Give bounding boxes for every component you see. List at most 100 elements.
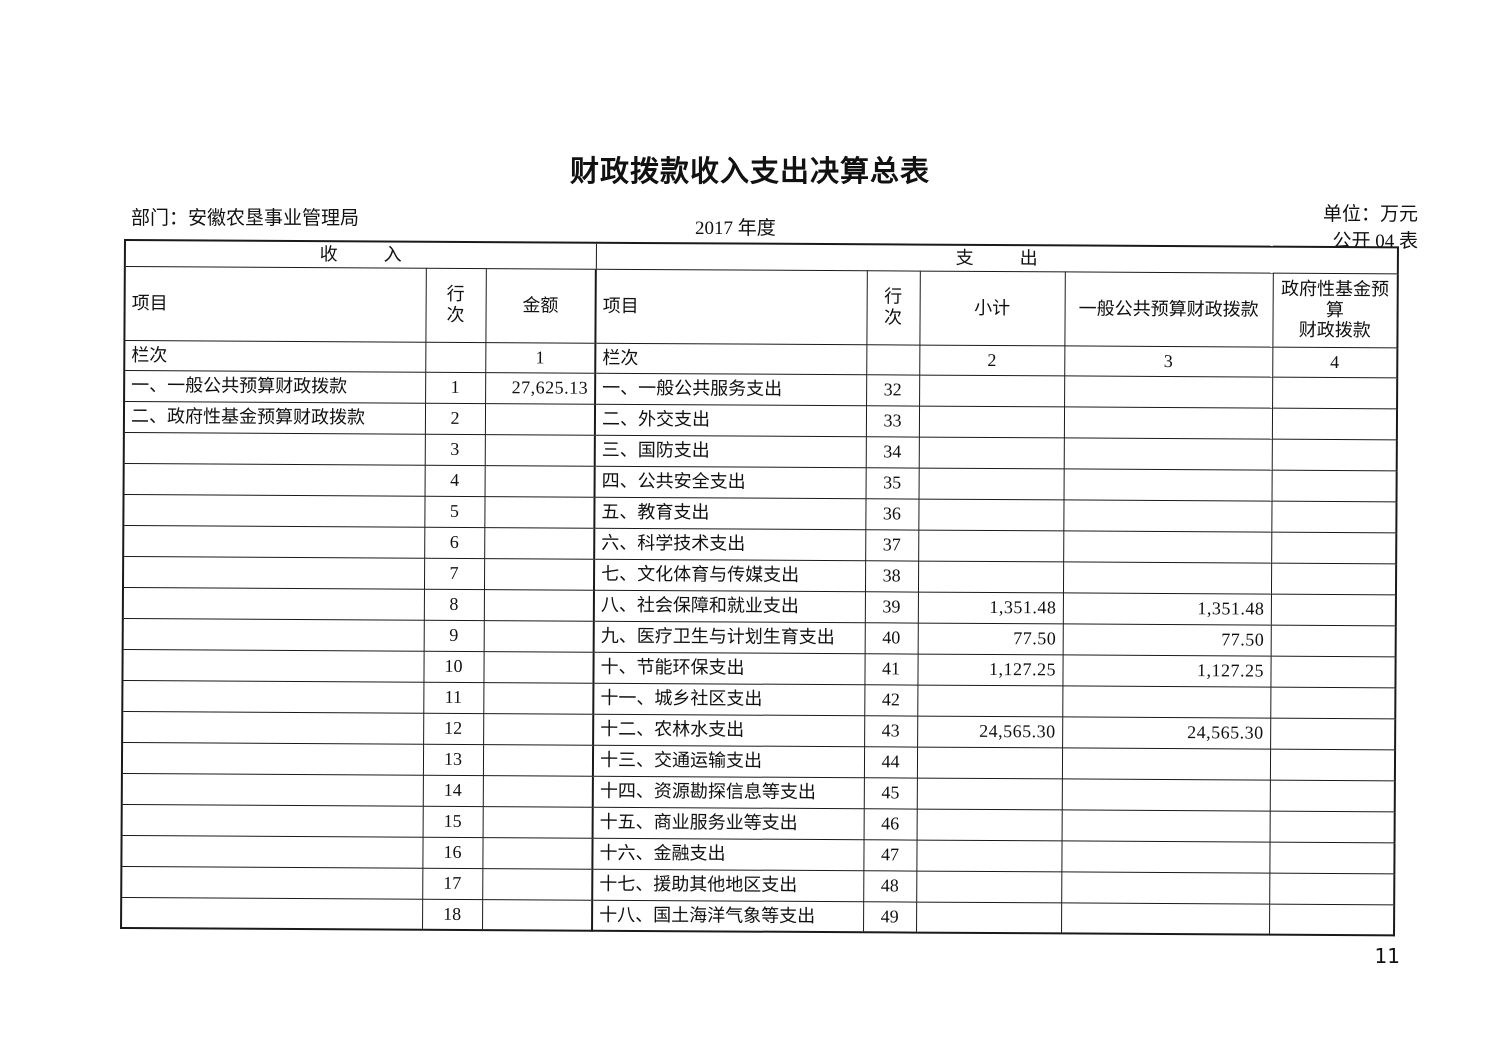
expenditure-general-value: [1063, 437, 1272, 470]
expenditure-subtotal-value: [918, 467, 1064, 500]
financial-statement-table: 收 入支 出项目行次金额 项目行次小计 一般公共预算财政拨款 政府性基金预算 财政拨款栏…: [120, 239, 1399, 936]
income-lanci-amount-index: 1: [485, 342, 596, 373]
income-item-label: [121, 896, 423, 930]
expenditure-general-value: [1062, 685, 1271, 718]
currency-unit-label: 单位：万元: [1322, 204, 1418, 225]
income-row-number: 4: [424, 464, 485, 497]
income-row-number: 11: [423, 681, 484, 714]
expenditure-general-value: [1061, 871, 1270, 904]
income-amount-value: [482, 899, 593, 931]
expenditure-item-label: 九、医疗卫生与计划生育支出: [593, 620, 865, 654]
expenditure-fund-value: [1269, 779, 1395, 812]
expenditure-subtotal-value: [916, 746, 1063, 779]
expenditure-item-label: 六、科学技术支出: [594, 527, 866, 561]
income-item-label: [122, 587, 424, 620]
expenditure-subtotal-value: [916, 808, 1062, 841]
expenditure-item-label: 十八、国土海洋气象等支出: [592, 899, 864, 933]
page-title: 财政拨款收入支出决算总表: [569, 154, 930, 188]
expenditure-item-label: 二、外交支出: [594, 403, 867, 437]
expenditure-col-subtotal-header: 小计: [919, 270, 1065, 346]
expenditure-fund-value: [1271, 531, 1397, 564]
expenditure-col-rownum-header: 行次: [866, 270, 920, 345]
expenditure-fund-value: [1272, 376, 1398, 409]
expenditure-item-label: 十一、城乡社区支出: [593, 682, 865, 716]
expenditure-general-value: [1063, 406, 1273, 439]
expenditure-general-value: [1061, 778, 1270, 811]
expenditure-row-number: 35: [865, 467, 919, 499]
income-row-number: 13: [422, 743, 484, 776]
expenditure-row-number: 34: [865, 436, 919, 468]
income-item-label: [121, 865, 423, 899]
income-amount-value: [482, 744, 594, 776]
expenditure-general-value: 1,127.25: [1062, 654, 1271, 687]
expenditure-row-number: 37: [865, 529, 919, 561]
expenditure-row-number: 40: [864, 622, 918, 654]
income-row-number: 5: [424, 495, 485, 528]
expenditure-general-value: [1064, 375, 1273, 408]
expenditure-fund-value: [1269, 903, 1395, 936]
expenditure-col-fund-header: 政府性基金预算 财政拨款: [1272, 272, 1398, 348]
expenditure-general-value: [1061, 809, 1270, 842]
income-amount-value: [483, 713, 594, 745]
expenditure-row-number: 32: [866, 374, 920, 406]
fund-header-line-2: 财政拨款: [1298, 320, 1371, 341]
expenditure-general-value: [1063, 561, 1272, 594]
income-row-number: 3: [424, 433, 485, 466]
income-lanci-label: 栏次: [124, 340, 426, 372]
expenditure-fund-value: [1271, 562, 1397, 595]
expenditure-general-value: [1063, 530, 1272, 563]
expenditure-row-number: 49: [863, 901, 917, 933]
expenditure-subtotal-value: [916, 777, 1062, 810]
expenditure-fund-value: [1270, 686, 1396, 719]
expenditure-item-label: 十七、援助其他地区支出: [592, 868, 864, 902]
expenditure-lanci-label: 栏次: [595, 342, 867, 375]
expenditure-subtotal-value: [918, 436, 1064, 469]
income-col-amount-header: 金额: [485, 268, 596, 343]
expenditure-general-value: [1061, 902, 1270, 935]
expenditure-lanci-fund-index: 4: [1272, 346, 1398, 378]
income-row-number: 15: [422, 805, 483, 838]
expenditure-row-number: 36: [865, 498, 919, 530]
expenditure-item-label: 一、一般公共服务支出: [595, 372, 867, 406]
expenditure-row-number: 45: [863, 777, 917, 809]
expenditure-row-number: 39: [864, 591, 919, 623]
income-amount-value: [482, 775, 593, 807]
income-amount-value: [484, 496, 595, 528]
income-amount-value: [484, 403, 596, 435]
income-item-label: [122, 710, 424, 744]
rownum-char-2: 次: [446, 304, 465, 325]
fiscal-year-label: 2017 年度: [695, 218, 776, 239]
expenditure-fund-value: [1269, 872, 1395, 905]
income-item-label: [122, 679, 424, 713]
expenditure-item-label: 八、社会保障和就业支出: [593, 589, 866, 623]
expenditure-subtotal-value: [918, 529, 1064, 562]
expenditure-fund-value: [1270, 717, 1396, 750]
expenditure-fund-value: [1269, 748, 1396, 781]
expenditure-subtotal-value: [918, 560, 1064, 593]
income-row-number: 18: [422, 898, 483, 931]
expenditure-subtotal-value: [917, 684, 1063, 717]
expenditure-item-label: 七、文化体育与传媒支出: [594, 558, 866, 592]
income-amount-value: [483, 651, 594, 683]
expenditure-fund-value: [1270, 593, 1397, 626]
expenditure-item-label: 三、国防支出: [594, 434, 866, 468]
expenditure-general-value: 77.50: [1062, 623, 1271, 656]
expenditure-row-number: 42: [864, 684, 918, 716]
income-row-number: 2: [424, 402, 486, 435]
grid-table: 收 入支 出项目行次金额 项目行次小计 一般公共预算财政拨款 政府性基金预算 财政拨款栏…: [120, 239, 1399, 936]
expenditure-row-number: 33: [865, 405, 920, 437]
expenditure-fund-value: [1270, 655, 1396, 688]
expenditure-fund-value: [1269, 841, 1395, 874]
grid-body: 收 入支 出项目行次金额 项目行次小计 一般公共预算财政拨款 政府性基金预算 财政拨款栏…: [121, 240, 1399, 936]
income-row-number: 1: [425, 371, 486, 404]
expenditure-item-label: 十四、资源勘探信息等支出: [592, 775, 864, 809]
expenditure-general-value: [1063, 499, 1272, 532]
income-amount-value: 27,625.13: [485, 372, 596, 404]
income-col-rownum-header: 行次: [425, 267, 486, 343]
expenditure-fund-value: [1271, 500, 1397, 533]
department-label: 部门：安徽农垦事业管理局: [131, 208, 360, 229]
income-item-label: [121, 803, 423, 837]
expenditure-item-label: 十三、交通运输支出: [592, 744, 865, 778]
expenditure-item-label: 十六、金融支出: [592, 837, 864, 871]
expenditure-fund-value: [1271, 438, 1397, 471]
